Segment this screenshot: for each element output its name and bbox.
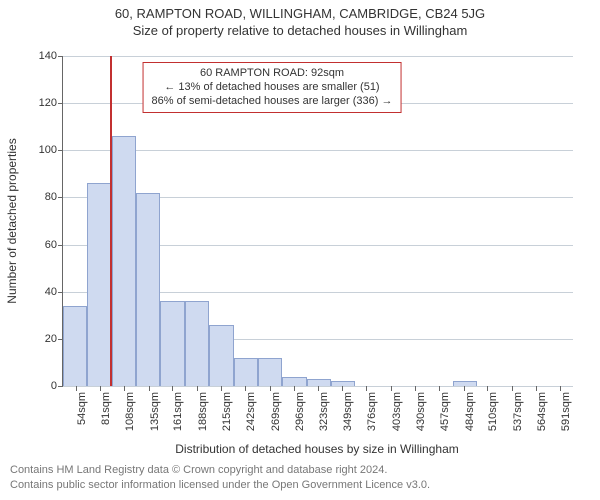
histogram-bar bbox=[258, 358, 282, 386]
xtick-mark bbox=[294, 386, 295, 391]
xtick-label: 296sqm bbox=[294, 392, 306, 431]
xtick-label: 537sqm bbox=[512, 392, 524, 431]
xtick-mark bbox=[415, 386, 416, 391]
xtick-label: 242sqm bbox=[245, 392, 257, 431]
xtick-label: 349sqm bbox=[342, 392, 354, 431]
xtick-mark bbox=[391, 386, 392, 391]
gridline bbox=[63, 150, 573, 151]
xtick-label: 484sqm bbox=[464, 392, 476, 431]
footer-line1: Contains HM Land Registry data © Crown c… bbox=[10, 463, 590, 477]
ytick-label: 20 bbox=[45, 333, 63, 345]
gridline bbox=[63, 56, 573, 57]
xtick-mark bbox=[512, 386, 513, 391]
xtick-label: 323sqm bbox=[318, 392, 330, 431]
histogram-bar bbox=[209, 325, 233, 386]
xtick-mark bbox=[149, 386, 150, 391]
chart-title-line1: 60, RAMPTON ROAD, WILLINGHAM, CAMBRIDGE,… bbox=[0, 0, 600, 21]
histogram-bar bbox=[282, 377, 306, 386]
xtick-mark bbox=[124, 386, 125, 391]
figure-container: 60, RAMPTON ROAD, WILLINGHAM, CAMBRIDGE,… bbox=[0, 0, 600, 500]
property-annotation-box: 60 RAMPTON ROAD: 92sqm ← 13% of detached… bbox=[143, 62, 402, 113]
annotation-line1: 60 RAMPTON ROAD: 92sqm bbox=[152, 67, 393, 81]
xtick-mark bbox=[342, 386, 343, 391]
xtick-label: 403sqm bbox=[391, 392, 403, 431]
ytick-label: 80 bbox=[45, 191, 63, 203]
footer-line2: Contains public sector information licen… bbox=[10, 478, 590, 492]
ytick-label: 100 bbox=[39, 144, 63, 156]
y-axis-label: Number of detached properties bbox=[5, 138, 19, 303]
xtick-mark bbox=[318, 386, 319, 391]
histogram-bar bbox=[185, 301, 209, 386]
xtick-label: 161sqm bbox=[172, 392, 184, 431]
property-marker-line bbox=[110, 56, 112, 386]
histogram-bar bbox=[453, 381, 477, 386]
xtick-mark bbox=[536, 386, 537, 391]
histogram-bar bbox=[331, 381, 355, 386]
xtick-label: 135sqm bbox=[149, 392, 161, 431]
histogram-bar bbox=[112, 136, 136, 386]
xtick-label: 108sqm bbox=[124, 392, 136, 431]
xtick-mark bbox=[245, 386, 246, 391]
xtick-mark bbox=[270, 386, 271, 391]
ytick-label: 40 bbox=[45, 286, 63, 298]
xtick-label: 457sqm bbox=[439, 392, 451, 431]
xtick-label: 430sqm bbox=[415, 392, 427, 431]
xtick-label: 81sqm bbox=[100, 392, 112, 425]
ytick-label: 60 bbox=[45, 239, 63, 251]
x-axis-label: Distribution of detached houses by size … bbox=[175, 442, 458, 456]
attribution-footer: Contains HM Land Registry data © Crown c… bbox=[0, 457, 600, 500]
ytick-label: 0 bbox=[51, 380, 63, 392]
histogram-bar bbox=[160, 301, 184, 386]
xtick-label: 188sqm bbox=[197, 392, 209, 431]
histogram-bar bbox=[136, 193, 160, 386]
annotation-line3: 86% of semi-detached houses are larger (… bbox=[152, 95, 393, 109]
histogram-bar bbox=[307, 379, 331, 386]
xtick-label: 591sqm bbox=[560, 392, 572, 431]
xtick-label: 564sqm bbox=[536, 392, 548, 431]
xtick-label: 54sqm bbox=[76, 392, 88, 425]
xtick-mark bbox=[366, 386, 367, 391]
chart-subtitle-line2: Size of property relative to detached ho… bbox=[0, 21, 600, 38]
histogram-bar bbox=[87, 183, 111, 386]
ytick-label: 140 bbox=[39, 50, 63, 62]
xtick-mark bbox=[100, 386, 101, 391]
xtick-label: 510sqm bbox=[487, 392, 499, 431]
xtick-label: 215sqm bbox=[221, 392, 233, 431]
xtick-mark bbox=[197, 386, 198, 391]
xtick-mark bbox=[464, 386, 465, 391]
histogram-bar bbox=[234, 358, 258, 386]
xtick-mark bbox=[487, 386, 488, 391]
xtick-mark bbox=[172, 386, 173, 391]
xtick-mark bbox=[439, 386, 440, 391]
ytick-label: 120 bbox=[39, 97, 63, 109]
xtick-label: 269sqm bbox=[270, 392, 282, 431]
xtick-label: 376sqm bbox=[366, 392, 378, 431]
annotation-line2: ← 13% of detached houses are smaller (51… bbox=[152, 81, 393, 95]
xtick-mark bbox=[221, 386, 222, 391]
xtick-mark bbox=[76, 386, 77, 391]
xtick-mark bbox=[560, 386, 561, 391]
histogram-bar bbox=[63, 306, 87, 386]
